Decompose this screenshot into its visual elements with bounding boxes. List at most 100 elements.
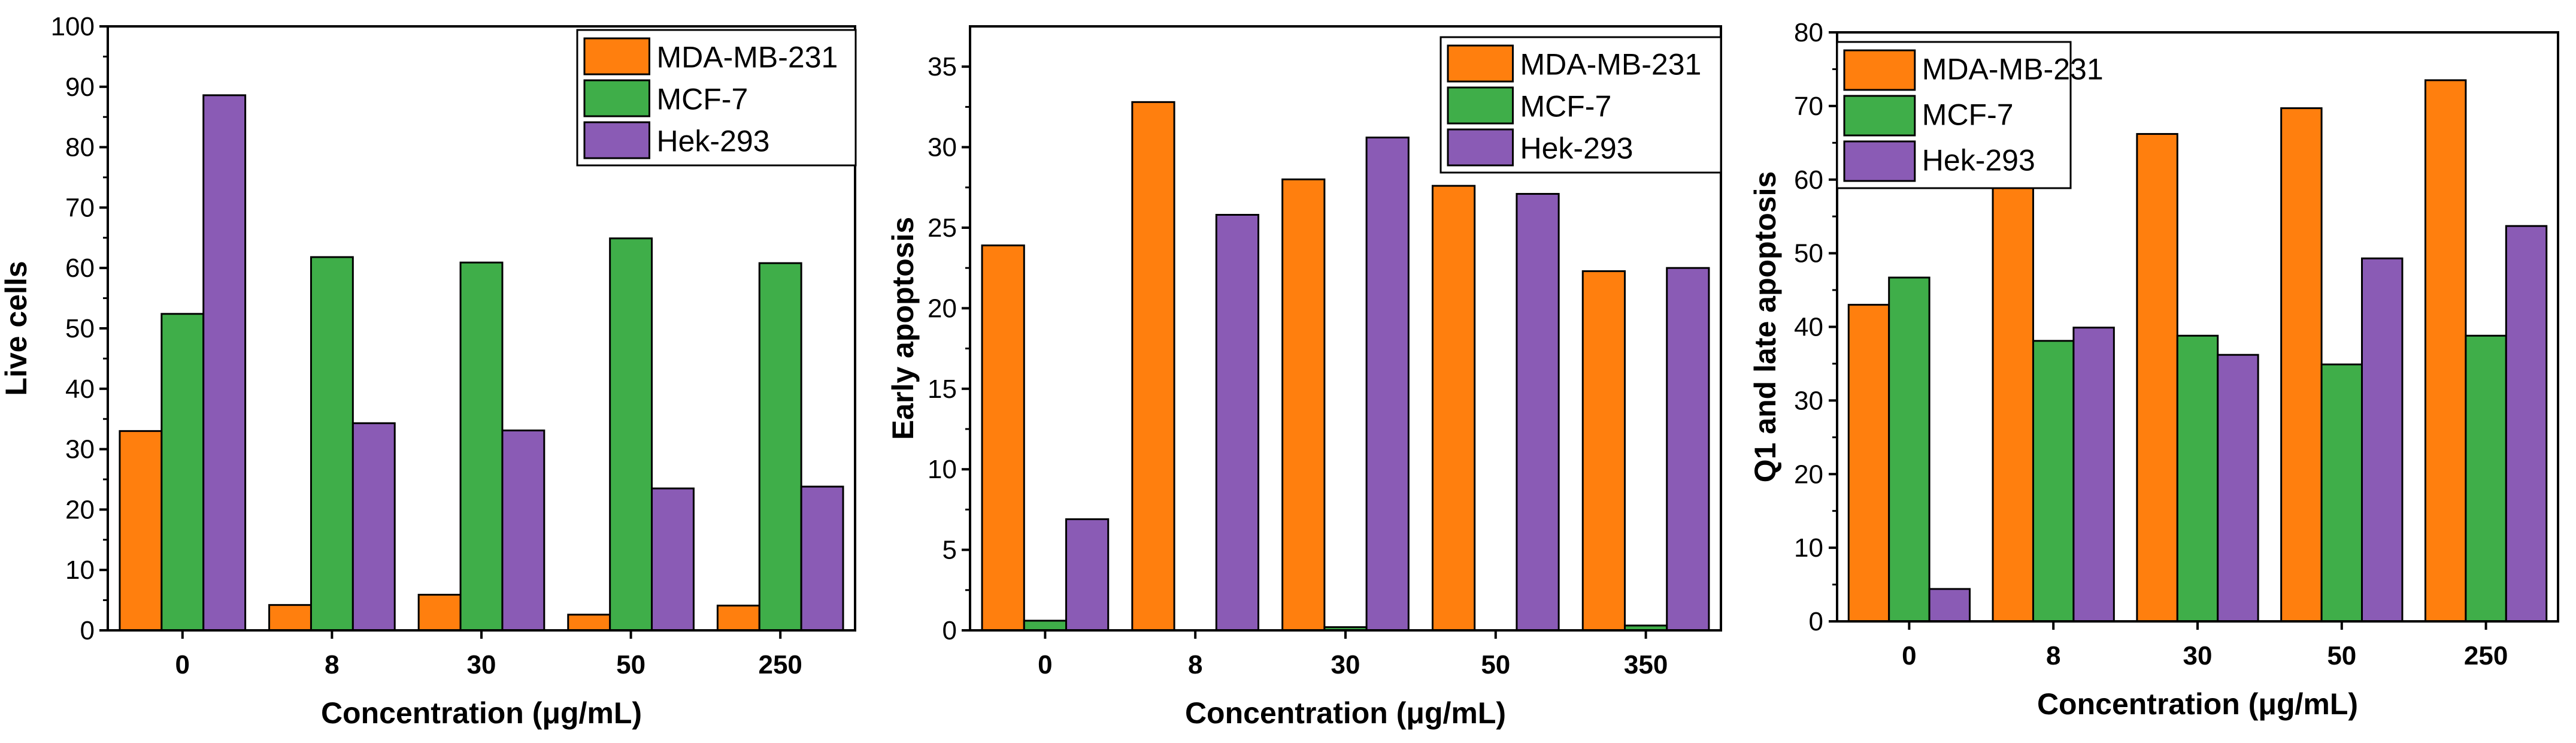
bar-mda-mb-231-250 [716, 605, 760, 632]
y-tick-label: 50 [1794, 239, 1823, 268]
x-tick-label: 250 [2464, 641, 2508, 670]
y-tick-label: 40 [65, 374, 95, 404]
y-tick-label: 30 [1794, 386, 1823, 415]
legend-label: MCF-7 [657, 83, 748, 116]
bar-mcf-7-250 [758, 262, 802, 632]
bar-hek-293-50 [2361, 257, 2404, 623]
bar-hek-293-30 [501, 429, 545, 632]
y-tick-label: 70 [65, 193, 95, 222]
y-tick-label: 80 [1794, 18, 1823, 47]
x-tick-label: 0 [175, 650, 190, 679]
bar-hek-293-50 [651, 487, 695, 632]
x-tick-label: 350 [1624, 650, 1668, 679]
legend-swatch-mda-mb-231 [1447, 44, 1514, 83]
x-tick-label: 8 [1188, 650, 1202, 679]
legend: MDA-MB-231 MCF-7 Hek-293 [576, 29, 857, 167]
y-tick-label: 0 [80, 616, 95, 645]
x-tick-label: 30 [1331, 650, 1360, 679]
bar-mda-mb-231-0 [981, 244, 1025, 632]
bar-mcf-7-0 [1888, 276, 1931, 623]
y-tick-label: 5 [942, 536, 957, 565]
x-tick-label: 8 [2046, 641, 2060, 670]
bar-mda-mb-231-350 [1581, 270, 1626, 632]
x-tick-label: 50 [1481, 650, 1510, 679]
x-tick-label: 0 [1038, 650, 1052, 679]
legend-swatch-mcf-7 [1447, 86, 1514, 125]
bar-mda-mb-231-30 [2136, 133, 2178, 623]
y-tick-label: 40 [1794, 313, 1823, 342]
x-tick-label: 30 [2183, 641, 2213, 670]
legend-label: MCF-7 [1922, 98, 2014, 132]
legend-swatch-hek-293 [583, 121, 650, 159]
y-tick-label: 80 [65, 133, 95, 162]
x-tick-label: 250 [758, 650, 802, 679]
y-tick-label: 20 [65, 495, 95, 524]
y-tick-label: 10 [1794, 533, 1823, 563]
bar-mda-mb-231-50 [567, 614, 611, 632]
y-tick-label: 60 [65, 253, 95, 283]
legend: MDA-MB-231 MCF-7 Hek-293 [1439, 36, 1722, 174]
legend-swatch-mda-mb-231 [1843, 49, 1916, 91]
bar-hek-293-250 [800, 485, 844, 632]
x-axis-title: Concentration (μg/mL) [321, 696, 642, 730]
y-tick-label: 0 [942, 616, 957, 645]
y-tick-label: 25 [928, 213, 957, 243]
y-tick-label: 10 [65, 555, 95, 585]
legend-swatch-mcf-7 [1843, 95, 1916, 137]
bar-mcf-7-50 [2320, 363, 2363, 623]
y-tick-label: 20 [1794, 460, 1823, 489]
bar-mda-mb-231-50 [2280, 107, 2323, 623]
legend-label: MDA-MB-231 [1922, 53, 2104, 86]
bar-hek-293-350 [1666, 267, 1710, 632]
bar-hek-293-30 [1365, 136, 1410, 632]
bar-mcf-7-30 [2176, 334, 2219, 623]
y-tick-label: 100 [51, 12, 95, 41]
y-tick-label: 70 [1794, 92, 1823, 121]
x-tick-label: 30 [467, 650, 496, 679]
bar-hek-293-8 [2072, 327, 2115, 623]
chart-panel-1: 0 10 20 30 40 50 60 70 80 90 100 0 8 30 50 250 Concentra… [0, 12, 857, 730]
bar-mda-mb-231-50 [1431, 185, 1476, 632]
legend-swatch-mda-mb-231 [583, 37, 650, 75]
y-tick-label: 90 [65, 73, 95, 102]
y-tick-label: 15 [928, 374, 957, 404]
legend-label: Hek-293 [657, 125, 770, 158]
x-tick-label: 0 [1902, 641, 1916, 670]
legend-label: MDA-MB-231 [657, 41, 838, 74]
x-axis-title: Concentration (μg/mL) [1185, 696, 1506, 730]
bar-hek-293-0 [1928, 588, 1971, 623]
legend-label: Hek-293 [1922, 144, 2035, 177]
x-axis-title: Concentration (μg/mL) [2037, 687, 2358, 721]
bar-hek-293-8 [351, 422, 396, 632]
bar-mcf-7-30 [459, 261, 504, 632]
bar-mda-mb-231-30 [417, 594, 462, 632]
y-tick-label: 30 [65, 435, 95, 464]
bar-mcf-7-250 [2465, 334, 2507, 623]
legend-label: Hek-293 [1520, 132, 1634, 165]
bar-hek-293-30 [2217, 354, 2259, 623]
bar-mcf-7-8 [2032, 340, 2075, 623]
legend-label: MDA-MB-231 [1520, 48, 1702, 81]
bar-hek-293-50 [1516, 193, 1560, 632]
y-tick-label: 20 [928, 294, 957, 323]
y-tick-label: 10 [928, 455, 957, 484]
bar-mda-mb-231-0 [119, 430, 163, 632]
y-tick-label: 0 [1809, 607, 1823, 636]
legend-swatch-hek-293 [1843, 140, 1916, 182]
y-tick-label: 60 [1794, 165, 1823, 195]
bar-mda-mb-231-8 [1992, 156, 2034, 623]
y-axis-title: Q1 and late apoptosis [1748, 171, 1782, 483]
legend: MDA-MB-231 MCF-7 Hek-293 [1836, 41, 2104, 189]
bar-mcf-7-50 [609, 237, 653, 632]
legend-label: MCF-7 [1520, 90, 1612, 123]
bar-mda-mb-231-30 [1281, 178, 1326, 632]
bar-hek-293-0 [202, 94, 247, 632]
x-tick-label: 8 [325, 650, 339, 679]
bar-hek-293-8 [1215, 213, 1260, 632]
chart-panel-3: 0 10 20 30 40 50 60 70 80 0 8 30 50 250 Concentration … [1748, 18, 2559, 721]
bar-hek-293-250 [2505, 225, 2548, 623]
bar-mcf-7-8 [310, 256, 354, 632]
bar-mcf-7-0 [1023, 620, 1068, 632]
